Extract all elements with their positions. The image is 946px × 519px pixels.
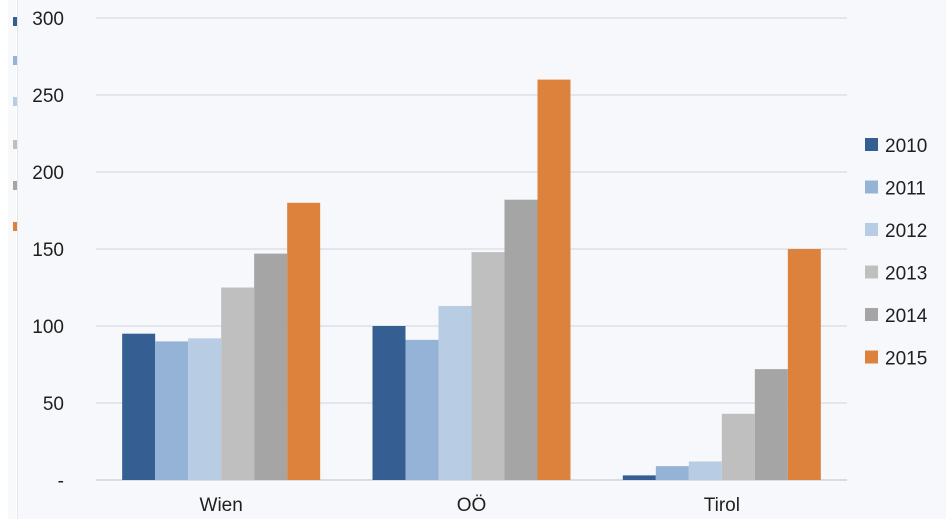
bar-chart: - 50 100 150 200 250 300 Wien OÖ Tirol 2010 2011 201… (32, 9, 928, 516)
legend-label: 2014 (885, 306, 928, 327)
bar-oö-2014 (504, 199, 538, 480)
y-tick-label: 150 (32, 240, 64, 261)
legend-label: 2010 (885, 136, 927, 157)
y-tick-label: 200 (32, 163, 64, 184)
background-legend-marker-2011 (13, 56, 17, 65)
legend-swatch (865, 350, 878, 364)
bar-oö-2010 (372, 326, 406, 480)
x-category-label: OÖ (457, 495, 487, 516)
legend-swatch (865, 223, 878, 236)
legend-swatch (865, 308, 878, 321)
x-category-label: Wien (200, 495, 243, 516)
background-panel-edge (8, 0, 16, 519)
y-tick-label: 300 (32, 9, 64, 30)
legend-label: 2013 (885, 264, 927, 285)
background-legend-marker-2010 (13, 17, 17, 26)
bar-wien-2013 (221, 287, 255, 480)
background-legend-marker-2012 (13, 97, 17, 106)
bar-wien-2012 (188, 338, 222, 480)
legend-swatch (865, 180, 878, 194)
legend-swatch (865, 138, 878, 151)
legend-label: 2011 (885, 179, 926, 200)
bar-tirol-2013 (721, 413, 755, 480)
background-legend-marker-2013 (13, 140, 17, 149)
bar-wien-2015 (287, 202, 321, 481)
y-tick-label: - (58, 471, 64, 492)
legend-label: 2012 (885, 221, 927, 242)
background-legend-marker-2014 (13, 181, 17, 190)
bar-oö-2015 (537, 79, 571, 480)
bar-oö-2012 (438, 305, 472, 480)
bar-tirol-2014 (754, 369, 788, 480)
bar-wien-2011 (155, 341, 189, 480)
bar-tirol-2010 (622, 475, 656, 480)
bar-wien-2010 (122, 333, 156, 480)
bar-tirol-2012 (688, 461, 722, 480)
chart-area: - 50 100 150 200 250 300 Wien OÖ Tirol 2010 2011 201… (17, 0, 946, 519)
bar-tirol-2011 (655, 466, 689, 480)
bar-oö-2011 (405, 339, 439, 480)
legend-swatch (865, 265, 878, 279)
y-tick-label: 250 (32, 86, 64, 107)
y-tick-label: 100 (32, 317, 64, 338)
bar-tirol-2015 (787, 249, 821, 480)
bar-wien-2014 (254, 253, 288, 480)
bar-oö-2013 (471, 252, 505, 480)
legend-label: 2015 (885, 349, 927, 370)
background-legend-marker-2015 (13, 222, 17, 231)
y-tick-label: 50 (43, 394, 64, 415)
x-category-label: Tirol (704, 495, 740, 516)
